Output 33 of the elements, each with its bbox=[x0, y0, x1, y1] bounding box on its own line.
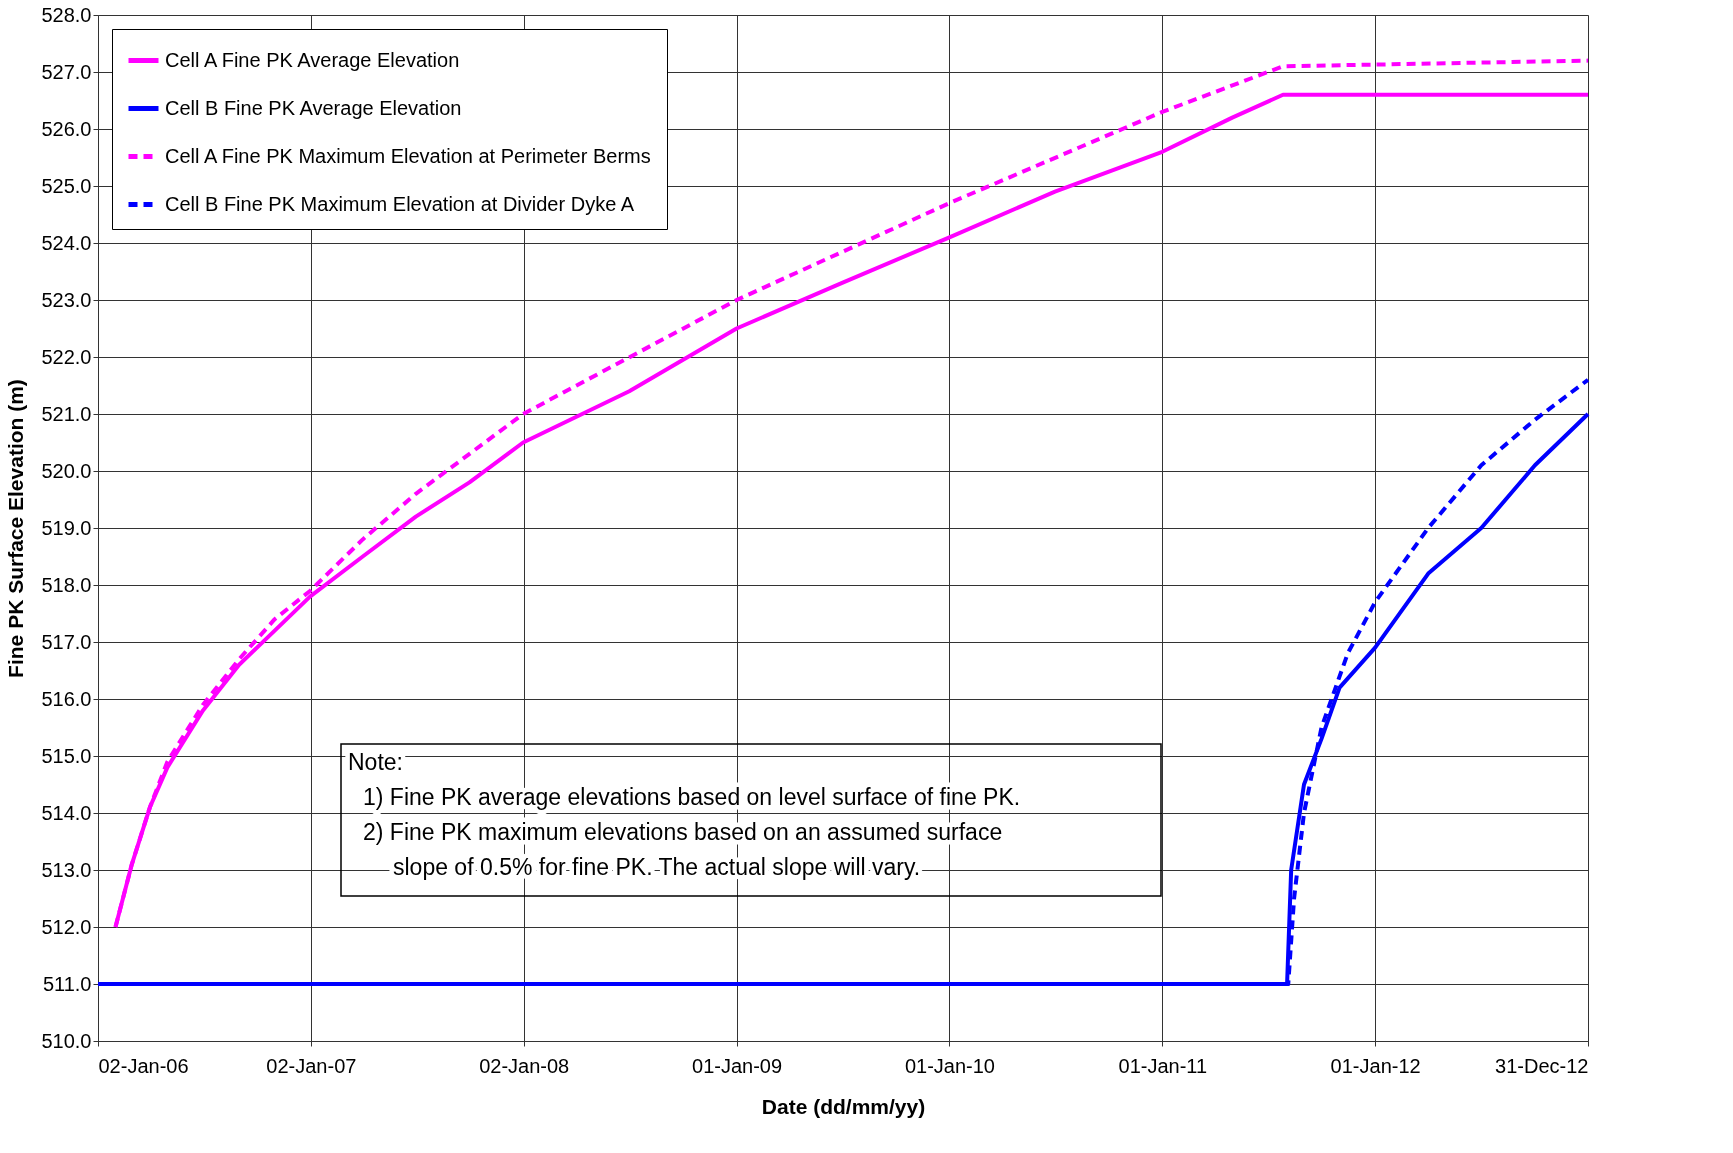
x-tick-label: 02-Jan-06 bbox=[98, 1054, 189, 1077]
x-tick-label: 02-Jan-07 bbox=[266, 1054, 357, 1077]
x-tick-label: 01-Jan-11 bbox=[1118, 1054, 1208, 1077]
y-tick-label: 520.0 bbox=[41, 459, 92, 482]
y-tick-label: 523.0 bbox=[41, 288, 92, 311]
y-tick-label: 521.0 bbox=[41, 402, 92, 425]
legend-label: Cell B Fine PK Average Elevation bbox=[165, 96, 462, 119]
x-tick-label: 01-Jan-12 bbox=[1330, 1054, 1421, 1077]
y-tick-label: 514.0 bbox=[41, 801, 92, 824]
legend-label: Cell A Fine PK Average Elevation bbox=[165, 48, 460, 71]
y-tick-label: 517.0 bbox=[41, 630, 92, 653]
legend-label: Cell B Fine PK Maximum Elevation at Divider Dyke A bbox=[165, 192, 635, 215]
y-tick-label: 516.0 bbox=[41, 687, 92, 710]
y-axis-title: Fine PK Surface Elevation (m) bbox=[4, 379, 28, 678]
y-tick-label: 527.0 bbox=[41, 60, 92, 83]
y-tick-label: 513.0 bbox=[41, 858, 92, 881]
y-tick-label: 526.0 bbox=[41, 117, 92, 140]
x-tick-label: 01-Jan-10 bbox=[904, 1054, 995, 1077]
y-tick-label: 519.0 bbox=[41, 516, 92, 539]
y-tick-label: 512.0 bbox=[41, 915, 92, 938]
y-tick-label: 510.0 bbox=[41, 1029, 92, 1052]
y-tick-label: 515.0 bbox=[41, 744, 92, 767]
x-axis-title: Date (dd/mm/yy) bbox=[761, 1094, 926, 1118]
legend-label: Cell A Fine PK Maximum Elevation at Perimeter Berms bbox=[165, 144, 651, 167]
x-tick-label: 31-Dec-12 bbox=[1495, 1054, 1589, 1077]
x-tick-label: 02-Jan-08 bbox=[479, 1054, 570, 1077]
y-tick-label: 525.0 bbox=[41, 174, 92, 197]
y-tick-label: 528.0 bbox=[41, 3, 92, 26]
y-tick-label: 518.0 bbox=[41, 573, 92, 596]
y-tick-label: 511.0 bbox=[42, 972, 92, 995]
y-tick-label: 522.0 bbox=[41, 345, 92, 368]
y-tick-label: 524.0 bbox=[41, 231, 92, 254]
x-tick-label: 01-Jan-09 bbox=[692, 1054, 783, 1077]
